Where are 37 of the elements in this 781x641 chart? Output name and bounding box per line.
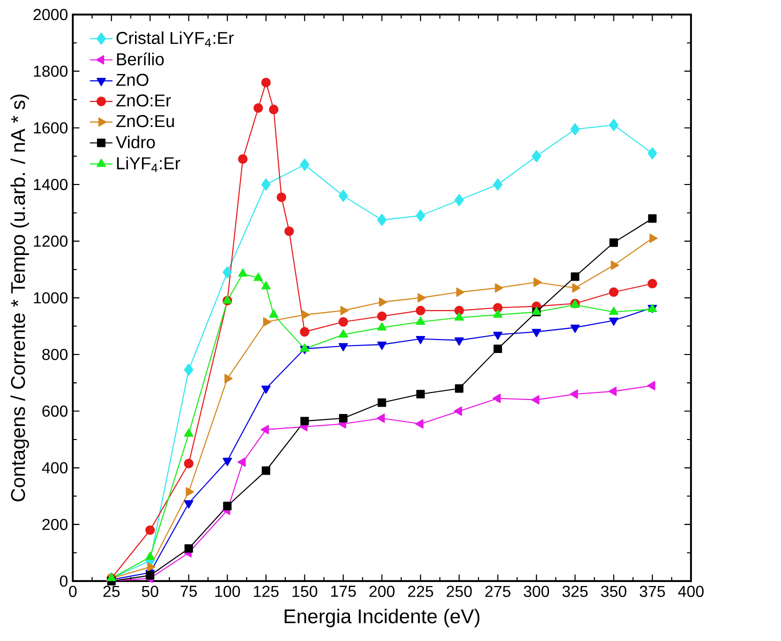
x-tick-label: 125 (254, 586, 279, 598)
x-tick-label: 275 (485, 586, 510, 598)
x-tick-label: 250 (446, 586, 472, 598)
y-axis-title: Contagens / Corrente * Tempo (u.arb. / nA * s) (10, 94, 29, 502)
x-tick-label: 375 (640, 586, 665, 598)
x-tick-label: 50 (142, 586, 158, 598)
x-tick-label: 300 (524, 586, 550, 598)
y-tick-label: 1400 (34, 179, 68, 190)
y-tick-label: 2000 (34, 9, 68, 20)
legend-label: ZnO:Eu (116, 115, 174, 128)
x-tick-label: 25 (103, 586, 120, 598)
y-tick-label: 800 (42, 349, 68, 360)
x-tick-label: 350 (601, 586, 626, 598)
x-tick-label: 175 (331, 586, 356, 598)
x-tick-label: 225 (408, 586, 434, 598)
y-tick-label: 200 (42, 518, 68, 530)
x-axis-title: Energia Incidente (eV) (284, 608, 480, 628)
x-tick-label: 325 (562, 586, 588, 598)
y-tick-label: 600 (42, 406, 68, 417)
y-tick-label: 400 (42, 462, 68, 474)
x-tick-label: 200 (369, 586, 395, 598)
legend-label: ZnO (116, 74, 148, 86)
legend-label: Cristal LiYF$_{4}$:Er (116, 32, 234, 47)
legend-label: Berílio (117, 52, 164, 66)
y-tick-label: 0 (60, 576, 68, 587)
y-tick-label: 1600 (34, 122, 68, 134)
legend-label: LiYF$_{4}$:Er (117, 156, 180, 172)
x-tick-label: 100 (215, 586, 240, 598)
x-tick-label: 150 (292, 586, 318, 598)
y-tick-label: 1200 (34, 236, 68, 247)
x-tick-label: 75 (180, 586, 197, 598)
y-tick-label: 1800 (34, 66, 68, 77)
y-tick-label: 1000 (34, 292, 68, 304)
x-tick-label: 400 (678, 586, 704, 598)
legend-label: Vidro (116, 136, 155, 148)
x-tick-label: 0 (69, 586, 77, 598)
legend-label: ZnO:Er (116, 94, 171, 107)
